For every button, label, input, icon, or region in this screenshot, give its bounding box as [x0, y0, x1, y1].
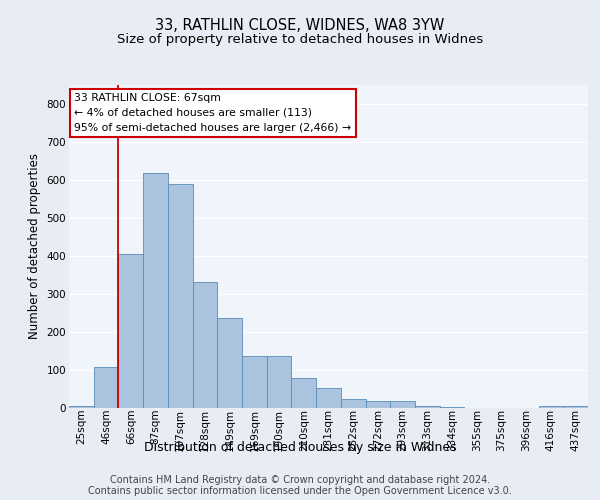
Text: Contains public sector information licensed under the Open Government Licence v3: Contains public sector information licen…	[88, 486, 512, 496]
Bar	[168, 184, 193, 408]
Bar	[292, 378, 316, 408]
Bar	[217, 318, 242, 408]
Y-axis label: Number of detached properties: Number of detached properties	[28, 153, 41, 339]
Bar	[415, 406, 440, 407]
Bar	[365, 401, 390, 407]
Bar	[94, 367, 118, 408]
Bar	[316, 388, 341, 407]
Bar	[143, 174, 168, 408]
Bar	[69, 406, 94, 407]
Text: Distribution of detached houses by size in Widnes: Distribution of detached houses by size …	[143, 441, 457, 454]
Bar	[539, 406, 563, 407]
Bar	[440, 406, 464, 408]
Bar	[341, 399, 365, 407]
Text: 33, RATHLIN CLOSE, WIDNES, WA8 3YW: 33, RATHLIN CLOSE, WIDNES, WA8 3YW	[155, 18, 445, 32]
Text: 33 RATHLIN CLOSE: 67sqm
← 4% of detached houses are smaller (113)
95% of semi-de: 33 RATHLIN CLOSE: 67sqm ← 4% of detached…	[74, 93, 352, 132]
Bar	[242, 356, 267, 408]
Bar	[118, 254, 143, 408]
Bar	[390, 401, 415, 407]
Bar	[193, 282, 217, 408]
Text: Contains HM Land Registry data © Crown copyright and database right 2024.: Contains HM Land Registry data © Crown c…	[110, 475, 490, 485]
Bar	[563, 406, 588, 407]
Text: Size of property relative to detached houses in Widnes: Size of property relative to detached ho…	[117, 32, 483, 46]
Bar	[267, 356, 292, 408]
